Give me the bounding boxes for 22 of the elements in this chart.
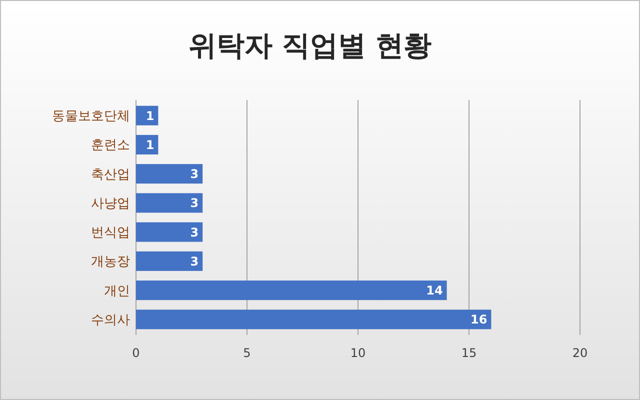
y-tick-label: 개인 xyxy=(104,284,130,299)
y-tick-label: 수의사 xyxy=(91,312,130,328)
data-label: 3 xyxy=(190,196,199,210)
data-label: 3 xyxy=(190,167,199,182)
data-label: 16 xyxy=(470,312,488,327)
y-tick-label: 사냥업 xyxy=(91,196,130,212)
y-tick-label: 번식업 xyxy=(91,226,130,241)
y-tick-label: 축산업 xyxy=(91,167,130,182)
x-tick-label: 15 xyxy=(461,346,477,360)
chart-title: 위탁자 직업별 현황 xyxy=(188,29,432,62)
y-tick-label: 동물보호단체 xyxy=(52,109,130,124)
x-tick-label: 20 xyxy=(572,346,588,360)
y-tick-label: 개농장 xyxy=(91,254,130,270)
data-label: 3 xyxy=(190,225,199,240)
x-tick-label: 5 xyxy=(243,346,251,360)
y-tick-label: 훈련소 xyxy=(91,138,130,154)
data-label: 14 xyxy=(426,284,443,298)
data-label: 1 xyxy=(146,138,154,152)
x-tick-label: 10 xyxy=(350,346,366,360)
x-tick-label: 0 xyxy=(132,346,140,360)
data-label: 1 xyxy=(146,108,154,123)
data-label: 3 xyxy=(190,254,199,268)
